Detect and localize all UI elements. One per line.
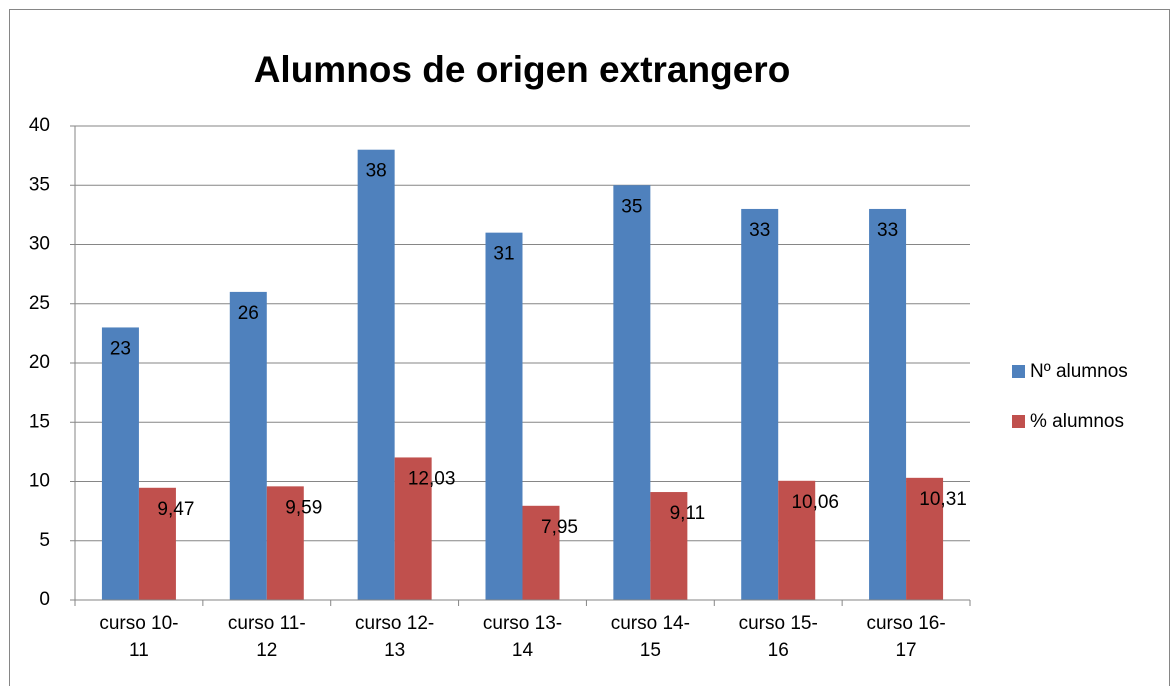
bar bbox=[869, 208, 907, 600]
y-tick-label: 40 bbox=[29, 115, 50, 136]
y-tick-label: 5 bbox=[39, 530, 50, 551]
data-label: 7,95 bbox=[541, 517, 578, 538]
x-tick-label: curso 12-13 bbox=[355, 613, 435, 661]
data-label: 31 bbox=[493, 244, 514, 265]
bar bbox=[357, 149, 395, 600]
bar bbox=[522, 505, 560, 600]
bar bbox=[741, 208, 779, 600]
y-tick-label: 35 bbox=[29, 174, 50, 195]
data-label: 33 bbox=[877, 220, 898, 241]
chart-title: Alumnos de origen extrangero bbox=[254, 49, 791, 90]
legend-swatch bbox=[1012, 365, 1025, 378]
data-label: 10,06 bbox=[791, 492, 839, 513]
data-label: 9,47 bbox=[157, 499, 194, 520]
data-label: 12,03 bbox=[408, 468, 456, 489]
x-tick-label: curso 15-16 bbox=[738, 613, 818, 661]
legend-label: % alumnos bbox=[1030, 411, 1124, 432]
y-tick-label: 20 bbox=[29, 352, 50, 373]
data-label: 33 bbox=[749, 220, 770, 241]
x-tick-label: curso 13-14 bbox=[482, 613, 563, 661]
x-tick-label: curso 16-17 bbox=[866, 613, 946, 661]
data-label: 10,31 bbox=[919, 489, 967, 510]
data-label: 23 bbox=[110, 338, 131, 359]
y-tick-label: 15 bbox=[29, 411, 50, 432]
bar bbox=[394, 457, 432, 600]
data-label: 9,59 bbox=[285, 497, 322, 518]
data-label: 35 bbox=[621, 196, 642, 217]
x-tick-label: curso 14-15 bbox=[610, 613, 690, 661]
data-label: 38 bbox=[366, 161, 387, 182]
bar bbox=[229, 291, 267, 600]
bar bbox=[101, 327, 139, 600]
x-tick-label: curso 11-12 bbox=[227, 613, 306, 661]
data-label: 26 bbox=[238, 303, 259, 324]
bar bbox=[613, 185, 651, 600]
bar bbox=[266, 486, 304, 600]
data-label: 9,11 bbox=[670, 503, 706, 524]
bar bbox=[138, 487, 176, 600]
bar bbox=[485, 232, 523, 600]
y-tick-label: 10 bbox=[29, 471, 50, 492]
bar bbox=[906, 477, 944, 600]
y-tick-label: 30 bbox=[29, 234, 50, 255]
legend-swatch bbox=[1012, 415, 1025, 428]
legend-label: Nº alumnos bbox=[1030, 361, 1128, 382]
bar bbox=[778, 480, 816, 600]
y-tick-label: 0 bbox=[39, 589, 50, 610]
frame bbox=[9, 9, 1170, 686]
x-tick-label: curso 10-11 bbox=[99, 613, 179, 661]
y-tick-label: 25 bbox=[29, 293, 50, 314]
bar bbox=[650, 492, 688, 600]
